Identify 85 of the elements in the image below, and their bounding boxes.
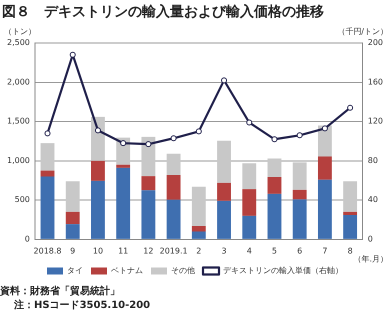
bar — [166, 174, 181, 200]
bar — [318, 180, 332, 239]
bar — [192, 226, 206, 232]
bar — [192, 232, 206, 239]
bar — [268, 194, 282, 239]
bar — [343, 212, 358, 216]
legend-label: その他 — [171, 266, 195, 276]
bar — [292, 190, 307, 200]
bar — [141, 136, 156, 176]
bar — [40, 170, 54, 177]
bar — [40, 143, 54, 171]
point — [347, 104, 354, 111]
x-tick-label: 9 — [70, 246, 76, 256]
point — [221, 77, 228, 84]
y2-tick-label: 160 — [368, 77, 384, 86]
y2-tick-label: 200 — [368, 38, 384, 48]
bar — [166, 200, 181, 239]
bar — [268, 176, 282, 194]
bar — [242, 163, 256, 190]
x-tick-label: 5 — [272, 246, 278, 256]
y-axis-title: （トン） — [4, 27, 36, 36]
bar — [268, 158, 282, 177]
y-tick-label: 1,500 — [6, 116, 30, 126]
x-tick-label: 11 — [118, 246, 128, 256]
y-tick-label: 1,000 — [6, 156, 30, 165]
legend-label: デキストリンの輸入単価（右軸） — [223, 266, 343, 276]
bar — [116, 168, 130, 239]
bar — [66, 224, 80, 239]
x-tick-label: 2 — [196, 246, 202, 256]
bar — [40, 176, 54, 239]
y-tick-label: 0 — [24, 234, 30, 244]
legend-label: ベトナム — [111, 266, 143, 276]
x-tick-label: 4 — [246, 246, 252, 256]
bar — [318, 156, 332, 180]
bar — [66, 181, 80, 212]
x-tick-label: 10 — [92, 246, 104, 256]
y-tick-label: 2,000 — [6, 77, 30, 86]
bar — [217, 200, 231, 239]
chart-title: 図８ デキストリンの輸入量および輸入価格の推移 — [1, 3, 325, 22]
bar — [91, 160, 105, 181]
x-tick-label: 6 — [297, 246, 302, 256]
text: 注：HSコード3505.10-200 — [13, 299, 152, 313]
x-tick-label: 2018.8 — [34, 246, 62, 256]
y2-tick-label: 0 — [368, 234, 373, 244]
point — [44, 130, 51, 136]
bar — [141, 190, 156, 239]
bar — [292, 162, 307, 190]
point — [271, 136, 278, 142]
y2-tick-label: 40 — [368, 195, 378, 204]
bar — [91, 180, 105, 239]
legend-label: タイ — [67, 266, 83, 276]
bar — [292, 199, 307, 239]
bar — [217, 182, 231, 201]
bar — [242, 189, 256, 216]
point — [322, 125, 328, 132]
bar — [343, 181, 358, 212]
y2-tick-label: 120 — [368, 116, 384, 126]
bar — [217, 140, 231, 183]
y-tick-label: 2,500 — [6, 38, 30, 48]
bar — [141, 176, 156, 190]
y2-axis-title: （千円/トン） — [337, 27, 388, 36]
bar — [242, 216, 256, 239]
bar — [66, 212, 80, 224]
bar — [318, 125, 332, 157]
x-axis-title: （年.月） — [353, 254, 388, 264]
point — [196, 128, 202, 134]
x-tick-label: 7 — [322, 246, 328, 256]
bar — [192, 186, 206, 226]
x-tick-label: 8 — [348, 246, 353, 256]
x-tick-label: 2019.1 — [160, 246, 188, 256]
y-tick-label: 500 — [14, 195, 30, 204]
point — [170, 135, 177, 142]
point — [120, 140, 126, 146]
point — [296, 132, 303, 138]
point — [94, 127, 101, 134]
x-tick-label: 3 — [221, 246, 227, 256]
point — [145, 141, 152, 148]
point — [246, 120, 252, 126]
bar — [116, 164, 130, 168]
bar — [166, 154, 181, 175]
x-tick-label: 12 — [143, 246, 154, 256]
y2-tick-label: 80 — [368, 156, 378, 165]
text: 資料：財務省「貿易統計」 — [0, 285, 121, 299]
point — [70, 52, 76, 58]
bar — [343, 215, 358, 239]
